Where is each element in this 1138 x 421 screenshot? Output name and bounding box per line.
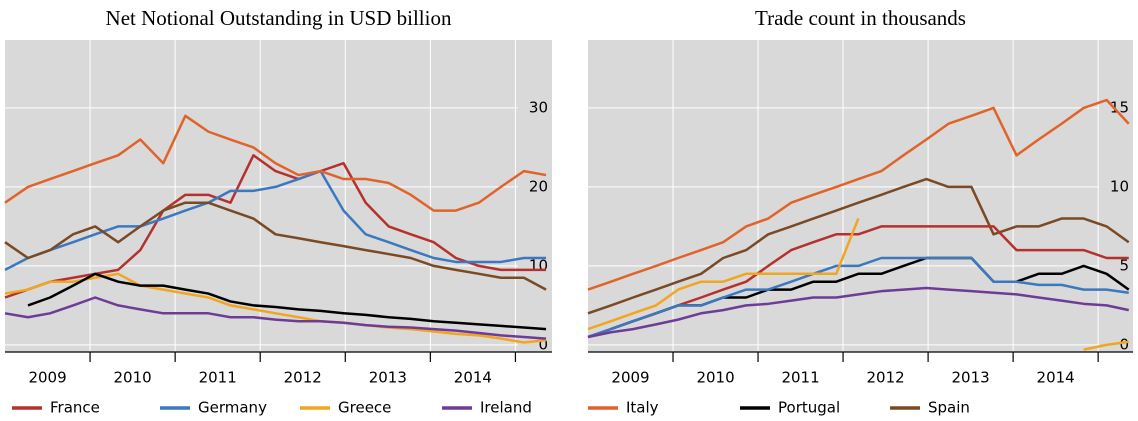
y-tick-label: 0 (538, 335, 548, 353)
legend-label: Greece (338, 399, 391, 417)
series-line (1083, 340, 1129, 351)
series-line (587, 286, 1130, 339)
y-tick-label: 30 (529, 98, 548, 116)
plot-background (5, 40, 552, 352)
series-line (4, 296, 547, 340)
series-line (4, 169, 547, 271)
x-tick-label: 2010 (114, 369, 152, 387)
x-tick-label: 2012 (866, 369, 904, 387)
legend-label: Ireland (480, 399, 532, 417)
x-tick-label: 2012 (284, 369, 322, 387)
legend-label: Portugal (778, 399, 840, 417)
chart-title: Net Notional Outstanding in USD billion (106, 6, 452, 30)
y-tick-label: 5 (1119, 256, 1129, 274)
series-line (27, 272, 547, 331)
legend-label: Spain (928, 399, 970, 417)
series-line (587, 256, 1129, 339)
legend-label: Germany (198, 399, 267, 417)
x-tick-label: 2011 (199, 369, 237, 387)
series-line (587, 177, 1130, 315)
legend-label: Italy (626, 399, 659, 417)
plot-background (588, 40, 1133, 352)
x-tick-label: 2014 (454, 369, 492, 387)
y-tick-label: 10 (1110, 177, 1129, 195)
x-tick-label: 2010 (696, 369, 734, 387)
x-tick-label: 2009 (611, 369, 649, 387)
chart-title: Trade count in thousands (755, 6, 966, 30)
x-tick-label: 2011 (781, 369, 819, 387)
y-tick-label: 15 (1110, 98, 1129, 116)
x-tick-label: 2013 (952, 369, 990, 387)
series-line (587, 98, 1130, 291)
series-line (4, 201, 547, 291)
x-tick-label: 2014 (1037, 369, 1075, 387)
legend-label: France (50, 399, 100, 417)
y-tick-label: 20 (529, 177, 548, 195)
y-tick-label: 0 (1119, 335, 1129, 353)
x-tick-label: 2013 (369, 369, 407, 387)
series-line (587, 218, 860, 331)
series-line (4, 272, 547, 344)
series-line (4, 114, 547, 212)
x-tick-label: 2009 (28, 369, 66, 387)
